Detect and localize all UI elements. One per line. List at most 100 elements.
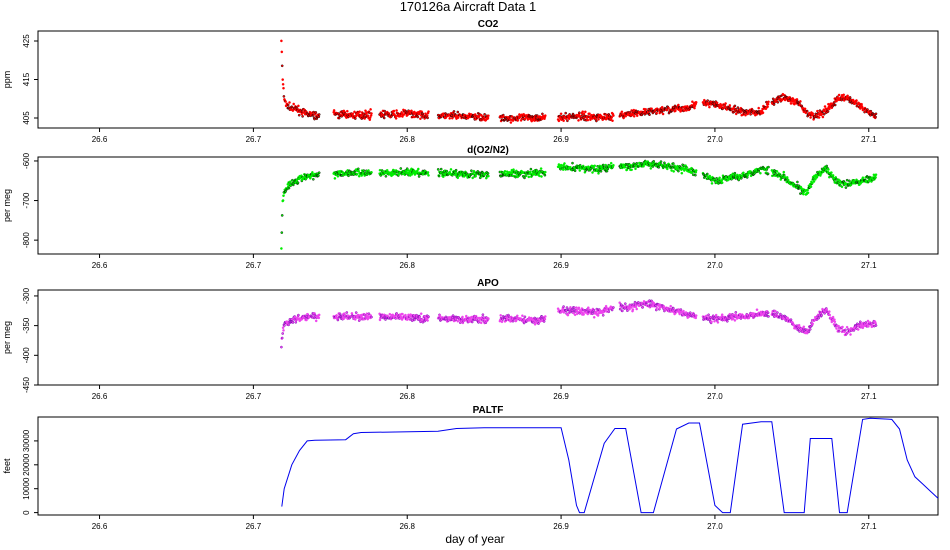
data-point xyxy=(539,167,543,170)
data-point xyxy=(641,305,645,309)
data-point xyxy=(395,109,398,112)
data-point xyxy=(533,322,537,326)
data-point xyxy=(867,325,870,328)
data-point xyxy=(280,64,284,68)
point-cloud xyxy=(280,159,878,250)
data-point xyxy=(564,309,568,313)
data-point xyxy=(301,115,304,118)
data-point xyxy=(410,173,414,176)
data-point xyxy=(597,172,600,175)
data-point xyxy=(290,105,294,109)
data-point xyxy=(451,314,455,317)
data-point xyxy=(779,312,782,316)
data-point xyxy=(351,112,355,116)
data-point xyxy=(416,167,420,171)
data-point xyxy=(287,186,291,190)
data-point xyxy=(582,313,585,316)
data-point xyxy=(655,306,659,310)
data-point xyxy=(859,107,862,110)
data-point xyxy=(572,306,576,310)
data-point xyxy=(861,176,865,179)
data-point xyxy=(766,102,770,106)
data-point xyxy=(484,118,488,122)
data-point xyxy=(728,104,732,107)
data-point xyxy=(856,328,860,331)
data-point xyxy=(766,311,770,315)
y-tick-label: 405 xyxy=(22,111,31,125)
panel-1: CO2 ppm 405 415 425 26.6 26.7 26.8 26.9 27.0 27.1 xyxy=(2,19,939,144)
data-point xyxy=(767,100,770,104)
data-point xyxy=(799,100,802,103)
data-point xyxy=(734,112,738,116)
data-point xyxy=(426,171,430,174)
data-point xyxy=(839,184,842,187)
data-point xyxy=(628,307,631,311)
data-point xyxy=(384,174,388,178)
data-point xyxy=(543,173,547,177)
data-point xyxy=(859,320,862,324)
data-point xyxy=(288,101,291,104)
data-point xyxy=(510,115,514,118)
data-point xyxy=(419,117,422,120)
data-point xyxy=(573,313,577,317)
data-point xyxy=(566,119,569,123)
data-point xyxy=(828,313,832,317)
data-point xyxy=(516,314,519,318)
data-point xyxy=(621,113,625,116)
data-point xyxy=(523,117,527,121)
data-point xyxy=(564,111,568,115)
data-point xyxy=(849,183,853,187)
data-point xyxy=(382,116,386,120)
data-point xyxy=(612,114,615,117)
data-point xyxy=(487,317,490,320)
x-tick-label: 26.6 xyxy=(92,522,108,531)
data-point xyxy=(822,112,826,116)
data-point xyxy=(448,117,452,120)
data-point xyxy=(644,108,648,111)
data-point xyxy=(581,110,585,113)
data-point xyxy=(833,103,837,107)
data-point xyxy=(609,161,613,165)
data-point xyxy=(280,214,284,217)
y-axis-label: per meg xyxy=(2,189,12,222)
data-point xyxy=(694,173,697,177)
data-point xyxy=(661,112,665,116)
data-point xyxy=(419,312,423,316)
data-point xyxy=(820,112,824,116)
data-point xyxy=(874,112,878,116)
x-axis-label: day of year xyxy=(445,532,504,546)
data-point xyxy=(543,317,547,321)
data-point xyxy=(831,315,835,319)
panel-title: APO xyxy=(477,278,499,289)
data-point xyxy=(624,165,627,169)
data-point xyxy=(720,313,724,317)
data-point xyxy=(749,174,753,178)
data-point xyxy=(737,316,741,320)
data-point xyxy=(692,173,695,177)
data-point xyxy=(659,160,663,163)
data-point xyxy=(563,162,566,165)
y-tick-label: -600 xyxy=(22,152,31,169)
y-tick-label: 10000 xyxy=(22,477,31,500)
data-point xyxy=(427,315,430,319)
data-point xyxy=(707,313,710,317)
data-point xyxy=(486,116,490,120)
y-tick-label: -700 xyxy=(22,192,31,209)
series-line xyxy=(281,417,939,514)
data-point xyxy=(402,113,406,116)
data-point xyxy=(771,97,775,101)
data-point xyxy=(757,106,761,110)
panel-title: PALTF xyxy=(473,405,504,416)
data-point xyxy=(835,177,838,181)
data-point xyxy=(827,168,830,171)
x-tick-label: 26.6 xyxy=(92,261,108,270)
data-point xyxy=(866,108,869,111)
data-point xyxy=(634,305,638,309)
data-point xyxy=(317,171,321,174)
data-point xyxy=(578,111,581,114)
data-point xyxy=(849,333,852,336)
data-point xyxy=(733,319,737,322)
data-point xyxy=(786,178,790,182)
data-point xyxy=(620,303,623,307)
